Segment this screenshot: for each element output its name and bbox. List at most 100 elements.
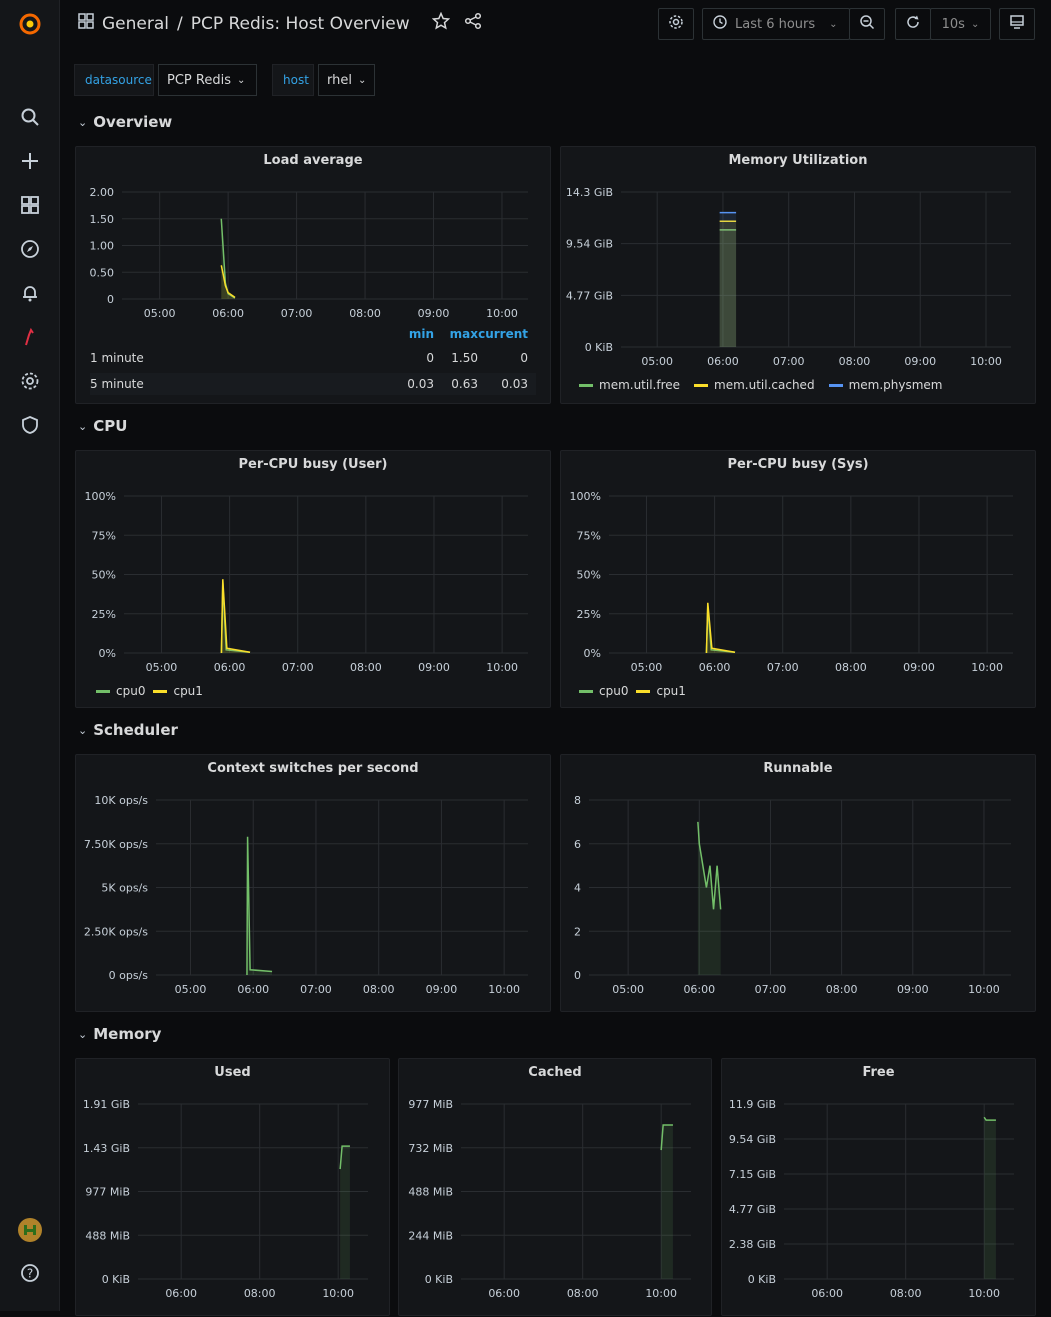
legend-max: 0.63 [451,377,478,391]
zoom-out-icon [859,14,875,34]
dashboards-grid-icon [78,13,94,34]
legend-item[interactable]: mem.util.free [579,378,680,392]
legend-row[interactable]: 1 minute 0 1.50 0 [90,347,536,369]
y-tick-label: 7.50K ops/s [84,838,148,851]
search-icon[interactable] [18,105,42,129]
legend-item[interactable]: cpu0 [579,684,628,698]
x-tick-label: 10:00 [970,355,1002,368]
refresh-button[interactable] [895,8,931,40]
y-tick-label: 6 [574,838,581,851]
series-area [719,221,737,347]
top-navbar: General / PCP Redis: Host Overview Last … [60,0,1051,50]
x-tick-label: 08:00 [890,1287,922,1300]
legend-row[interactable]: 5 minute 0.03 0.63 0.03 [90,373,536,395]
breadcrumb-separator: / [177,13,183,34]
y-tick-label: 5K ops/s [101,882,148,895]
chevron-down-icon: ⌄ [829,18,838,30]
gear-icon[interactable] [18,369,42,393]
panel-per-cpu-busy-user[interactable]: Per-CPU busy (User) 100% 75% 50% 25% 0% 05:00… [75,450,551,708]
row-memory[interactable]: ⌄ Memory [78,1025,161,1043]
x-tick-label: 06:00 [707,355,739,368]
tv-mode-button[interactable] [999,8,1035,40]
panel-load-average[interactable]: Load average 2.00 1.50 1.00 0.50 0 05:00 06:00… [75,146,551,404]
x-tick-label: 06:00 [488,1287,520,1300]
y-tick-label: 4 [574,882,581,895]
y-tick-label: 488 MiB [408,1186,453,1199]
series-line [339,1145,350,1170]
series-line [246,836,273,976]
legend-min: 0 [426,351,434,365]
plus-icon[interactable] [18,149,42,173]
panel-per-cpu-busy-sys[interactable]: Per-CPU busy (Sys) 100% 75% 50% 25% 0% 05:00 0… [560,450,1036,708]
star-icon[interactable] [431,11,450,35]
legend-header-max[interactable]: max [449,327,478,341]
bell-icon[interactable] [18,281,42,305]
y-tick-label: 0% [99,647,116,660]
legend-header-min[interactable]: min [408,327,434,341]
row-cpu[interactable]: ⌄ CPU [78,417,127,435]
legend-item[interactable]: cpu0 [96,684,145,698]
avatar[interactable] [18,1218,42,1242]
y-tick-label: 0.50 [90,266,115,279]
series-line [697,821,722,910]
y-tick-label: 0 KiB [748,1273,776,1286]
share-icon[interactable] [464,12,482,35]
compass-icon[interactable] [18,237,42,261]
help-icon[interactable]: ? [18,1261,42,1285]
x-tick-label: 09:00 [903,661,935,674]
time-range-picker[interactable]: Last 6 hours ⌄ [702,8,850,40]
legend-item[interactable]: cpu1 [153,684,203,698]
panel-memory-cached[interactable]: Cached 977 MiB 732 MiB 488 MiB 244 MiB 0 KiB… [398,1058,712,1316]
panel-memory-used[interactable]: Used 1.91 GiB 1.43 GiB 977 MiB 488 MiB 0 KiB… [75,1058,390,1316]
grafana-logo-icon[interactable] [18,12,42,36]
x-tick-label: 05:00 [144,307,176,320]
x-tick-label: 08:00 [826,983,858,996]
variable-select-datasource[interactable]: rhel PCP Redis ⌄ [158,64,257,96]
x-tick-label: 10:00 [968,983,1000,996]
time-range-label: Last 6 hours [735,16,816,32]
legend-max: 1.50 [451,351,478,365]
x-tick-label: 08:00 [350,661,382,674]
y-tick-label: 4.77 GiB [729,1203,776,1216]
dashboard-title[interactable]: PCP Redis: Host Overview [190,13,410,34]
x-tick-label: 06:00 [683,983,715,996]
y-tick-label: 2.38 GiB [729,1238,776,1251]
y-tick-label: 0 KiB [585,341,613,354]
refresh-interval-picker[interactable]: 10s ⌄ [930,8,991,40]
legend-header-current[interactable]: current [478,327,528,341]
variable-select-host[interactable]: rhel ⌄ [318,64,375,96]
row-scheduler[interactable]: ⌄ Scheduler [78,721,178,739]
panel-memory-free[interactable]: Free 11.9 GiB 9.54 GiB 7.15 GiB 4.77 GiB 2.3… [721,1058,1036,1316]
row-overview[interactable]: ⌄ Overview [78,113,172,131]
y-tick-label: 9.54 GiB [566,238,613,251]
panel-context-switches[interactable]: Context switches per second 10K ops/s 7.5… [75,754,551,1012]
shield-icon[interactable] [18,413,42,437]
chart-per-cpu-busy-sys: 100% 75% 50% 25% 0% 05:00 06:00 07:00 08:00 09:00… [570,490,1013,674]
y-tick-label: 14.3 GiB [566,186,613,199]
chevron-down-icon: ⌄ [78,419,88,433]
y-tick-label: 977 MiB [408,1098,453,1111]
dashboard-settings-button[interactable] [658,8,694,40]
y-tick-label: 488 MiB [85,1229,130,1242]
legend-item[interactable]: mem.util.cached [694,378,815,392]
y-tick-label: 50% [92,569,116,582]
legend: cpu0 cpu1 [579,684,686,698]
y-tick-label: 0 ops/s [109,969,149,982]
legend-item[interactable]: cpu1 [636,684,686,698]
panel-runnable[interactable]: Runnable 8 6 4 2 0 05:00 06:00 07:00 08:00 09:00 1… [560,754,1036,1012]
legend-series-name: 5 minute [90,377,144,391]
panel-title: Memory Utilization [728,153,868,168]
series-line [220,265,236,299]
x-tick-label: 09:00 [897,983,929,996]
svg-text:?: ? [27,1267,33,1281]
dashboards-icon[interactable] [18,193,42,217]
breadcrumb-folder[interactable]: General [102,13,169,34]
panel-memory-utilization[interactable]: Memory Utilization 14.3 GiB 9.54 GiB 4.77 … [560,146,1036,404]
x-tick-label: 09:00 [418,661,450,674]
zoom-out-button[interactable] [849,8,885,40]
legend-item[interactable]: mem.physmem [828,378,942,392]
y-tick-label: 75% [577,529,601,542]
pcp-plugin-icon[interactable] [18,325,42,349]
chevron-down-icon: ⌄ [78,723,88,737]
series-area [706,605,736,653]
